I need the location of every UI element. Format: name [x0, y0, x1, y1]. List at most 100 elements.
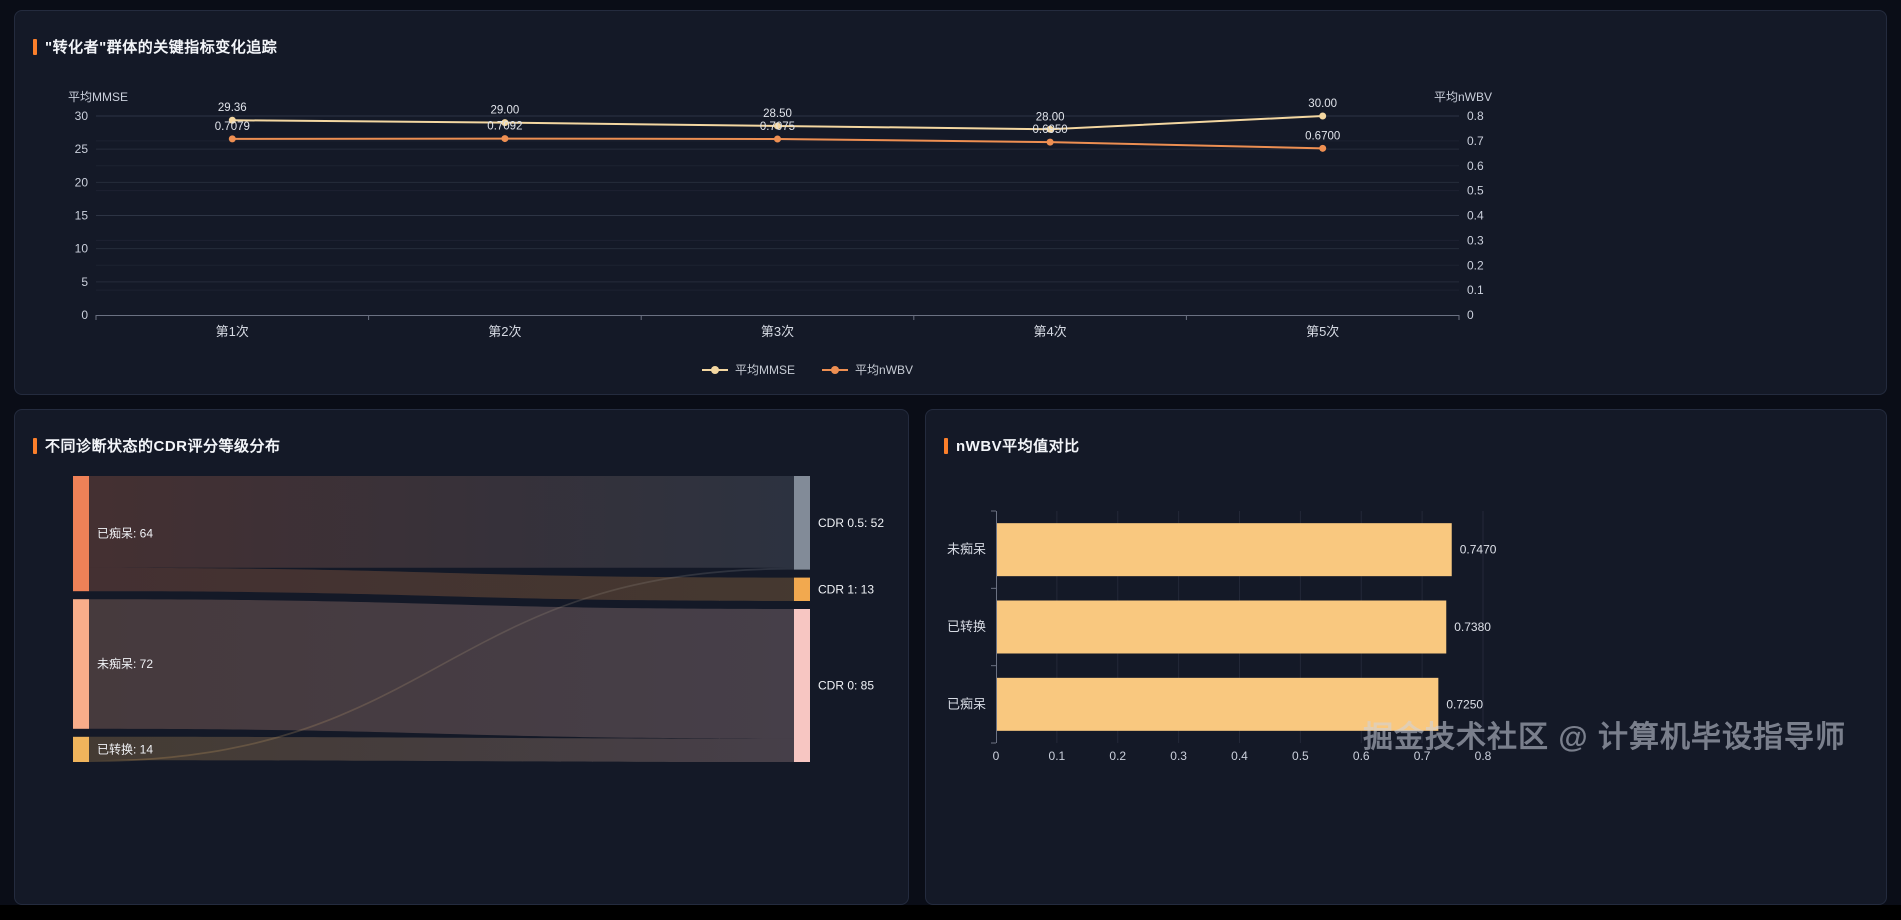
sankey-node-label: CDR 1: 13: [818, 582, 874, 596]
series-point[interactable]: [1319, 144, 1327, 152]
bar-title-block: nWBV平均值对比: [944, 435, 1080, 456]
right-axis-tick-label: 0.4: [1467, 209, 1484, 223]
series-point[interactable]: [1046, 125, 1054, 133]
point-value-label: 28.00: [1036, 111, 1065, 123]
line-chart-title-block: "转化者"群体的关键指标变化追踪: [33, 36, 277, 57]
line-chart-legend: 平均MMSE 平均nWBV: [701, 361, 913, 378]
sankey-node[interactable]: [73, 476, 89, 592]
x-axis-tick-label: 0.1: [1049, 749, 1066, 763]
left-axis-tick-label: 30: [75, 109, 89, 123]
bar-chart-canvas[interactable]: 0 0.1 0.2 0.3 0.4 0.5 0.6 0.7 0.8 0.7470 未痴呆 0.7380…: [926, 410, 1886, 904]
bottom-edge-strip: [0, 905, 1901, 920]
legend-item-avg-nwbv[interactable]: 平均nWBV: [821, 361, 913, 378]
left-axis-tick-label: 5: [81, 275, 88, 289]
right-axis-name: 平均nWBV: [1434, 90, 1492, 104]
bar-category-label: 已痴呆: [947, 696, 986, 711]
legend-label-avg-mmse: 平均MMSE: [735, 363, 796, 377]
series-point[interactable]: [228, 116, 236, 124]
sankey-node[interactable]: [73, 736, 89, 762]
series-point[interactable]: [501, 119, 509, 127]
series-point[interactable]: [228, 135, 236, 143]
legend-label-avg-nwbv: 平均nWBV: [855, 363, 914, 377]
sankey-title-block: 不同诊断状态的CDR评分等级分布: [33, 435, 281, 456]
right-axis-tick-label: 0.5: [1467, 184, 1484, 198]
sankey-node-label: CDR 0: 85: [818, 679, 874, 693]
panel-line-chart: "转化者"群体的关键指标变化追踪 第1次 第2次 第3次 第4次 第5次 0 5 10 15 20…: [14, 10, 1887, 395]
x-axis-tick-label: 0.5: [1292, 749, 1309, 763]
point-value-label: 30.00: [1308, 98, 1337, 110]
sankey-node-label: 已转换: 14: [97, 741, 153, 756]
x-axis-label: 第1次: [216, 324, 249, 339]
point-value-label: 0.7092: [487, 121, 522, 133]
line-series-icon: [822, 365, 849, 374]
series-point[interactable]: [1319, 112, 1327, 120]
series-point[interactable]: [774, 135, 781, 143]
right-axis-tick-label: 0.7: [1467, 134, 1484, 148]
right-axis-tick-label: 0.2: [1467, 258, 1484, 272]
sankey-link[interactable]: [89, 476, 794, 568]
point-value-label: 0.6700: [1305, 130, 1340, 142]
x-axis-tick-label: 0.4: [1231, 749, 1248, 763]
bar-value-label: 0.7380: [1454, 620, 1491, 634]
bar[interactable]: [997, 600, 1447, 654]
sankey-node[interactable]: [794, 577, 810, 601]
sankey-node[interactable]: [794, 476, 810, 570]
bar-chart-title: nWBV平均值对比: [956, 438, 1080, 455]
right-axis-tick-label: 0.6: [1467, 159, 1484, 173]
right-axis-tick-label: 0: [1467, 308, 1474, 322]
right-axis-tick-label: 0.3: [1467, 233, 1484, 247]
bar-category-label: 未痴呆: [947, 542, 986, 557]
right-axis-tick-label: 0.8: [1467, 109, 1484, 123]
sankey-node-label: CDR 0.5: 52: [818, 516, 884, 530]
point-value-label: 28.50: [763, 108, 792, 120]
series-point[interactable]: [1046, 138, 1054, 146]
left-axis-name: 平均MMSE: [68, 90, 128, 104]
sankey-node[interactable]: [73, 599, 89, 729]
line-chart-title: "转化者"群体的关键指标变化追踪: [45, 39, 278, 56]
x-axis-tick-label: 0.2: [1109, 749, 1126, 763]
x-axis-tick-label: 0.3: [1170, 749, 1187, 763]
watermark-text: 掘金技术社区 @ 计算机毕设指导师: [1363, 721, 1846, 754]
legend-item-avg-mmse[interactable]: 平均MMSE: [701, 361, 795, 378]
left-axis-tick-label: 0: [81, 308, 88, 322]
x-axis-tick-label: 0.7: [1414, 749, 1431, 763]
left-axis-tick-label: 20: [75, 175, 89, 189]
sankey-link[interactable]: [89, 736, 794, 762]
point-value-label: 0.7075: [760, 121, 795, 133]
bar-value-label: 0.7250: [1446, 697, 1483, 711]
x-axis-tick-label: 0.6: [1353, 749, 1370, 763]
sankey-chart-canvas[interactable]: 已痴呆: 64 未痴呆: 72 已转换: 14 CDR 0.5: 52 CDR 1: 1…: [15, 410, 908, 904]
sankey-link[interactable]: [89, 567, 794, 601]
left-axis-tick-label: 10: [75, 242, 89, 256]
sankey-link[interactable]: [89, 599, 794, 739]
title-accent-bar: [33, 38, 37, 55]
bar[interactable]: [997, 677, 1439, 731]
right-axis-tick-label: 0.1: [1467, 283, 1484, 297]
panel-sankey-chart: 不同诊断状态的CDR评分等级分布 已痴呆: 64 未痴呆: 72 已转换: 14 CD…: [14, 409, 909, 905]
point-value-label: 0.6950: [1033, 124, 1068, 136]
title-accent-bar: [944, 437, 948, 454]
left-axis-tick-label: 15: [75, 209, 89, 223]
bar-value-label: 0.7470: [1460, 543, 1497, 557]
sankey-link[interactable]: [89, 567, 794, 762]
sankey-node[interactable]: [794, 609, 810, 762]
x-axis-tick-label: 0.8: [1475, 749, 1492, 763]
x-axis-tick-label: 0: [993, 749, 1000, 763]
sankey-node-label: 已痴呆: 64: [97, 526, 153, 541]
line-series-icon: [702, 365, 728, 374]
bar-category-label: 已转换: [947, 619, 986, 634]
x-axis-label: 第5次: [1306, 324, 1339, 339]
title-accent-bar: [33, 437, 37, 454]
panel-bar-chart: nWBV平均值对比 0 0.1 0.2 0.3 0.4 0.5 0.6 0.7 0.8 0.747…: [925, 409, 1887, 905]
bar[interactable]: [997, 523, 1452, 577]
x-axis-label: 第4次: [1033, 324, 1066, 339]
point-value-label: 29.00: [491, 105, 520, 117]
point-value-label: 0.7079: [215, 121, 250, 133]
series-point[interactable]: [774, 122, 781, 130]
series-point[interactable]: [501, 135, 509, 143]
point-value-label: 29.36: [218, 102, 247, 114]
line-chart-canvas[interactable]: 第1次 第2次 第3次 第4次 第5次 0 5 10 15 20 25 30 0 0.1 0.2 0.3 0.4…: [15, 11, 1887, 395]
left-axis-tick-label: 25: [75, 142, 89, 156]
sankey-node-label: 未痴呆: 72: [97, 656, 153, 671]
